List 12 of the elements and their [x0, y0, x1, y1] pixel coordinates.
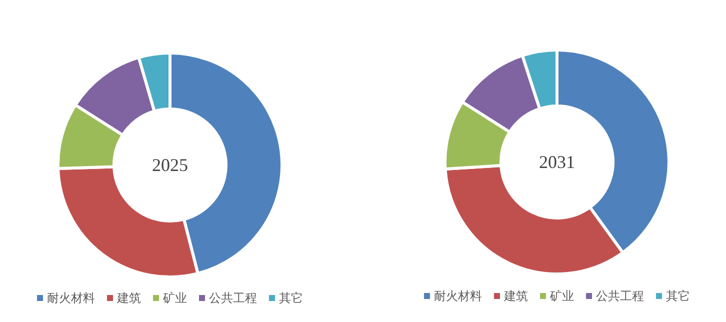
legend-label: 公共工程: [596, 289, 644, 303]
text: 2031: [539, 152, 575, 172]
legend-label: 耐火材料: [47, 291, 95, 305]
legend-label: 其它: [279, 291, 303, 305]
legend-label: 其它: [666, 289, 690, 303]
legend-label: 矿业: [549, 289, 574, 303]
text: 2025: [152, 155, 188, 175]
legend-label: 矿业: [162, 291, 187, 305]
legend-label: 耐火材料: [434, 289, 482, 303]
legend-label: 建筑: [503, 289, 528, 303]
legend-label: 建筑: [116, 291, 141, 305]
legend-label: 公共工程: [209, 291, 257, 305]
